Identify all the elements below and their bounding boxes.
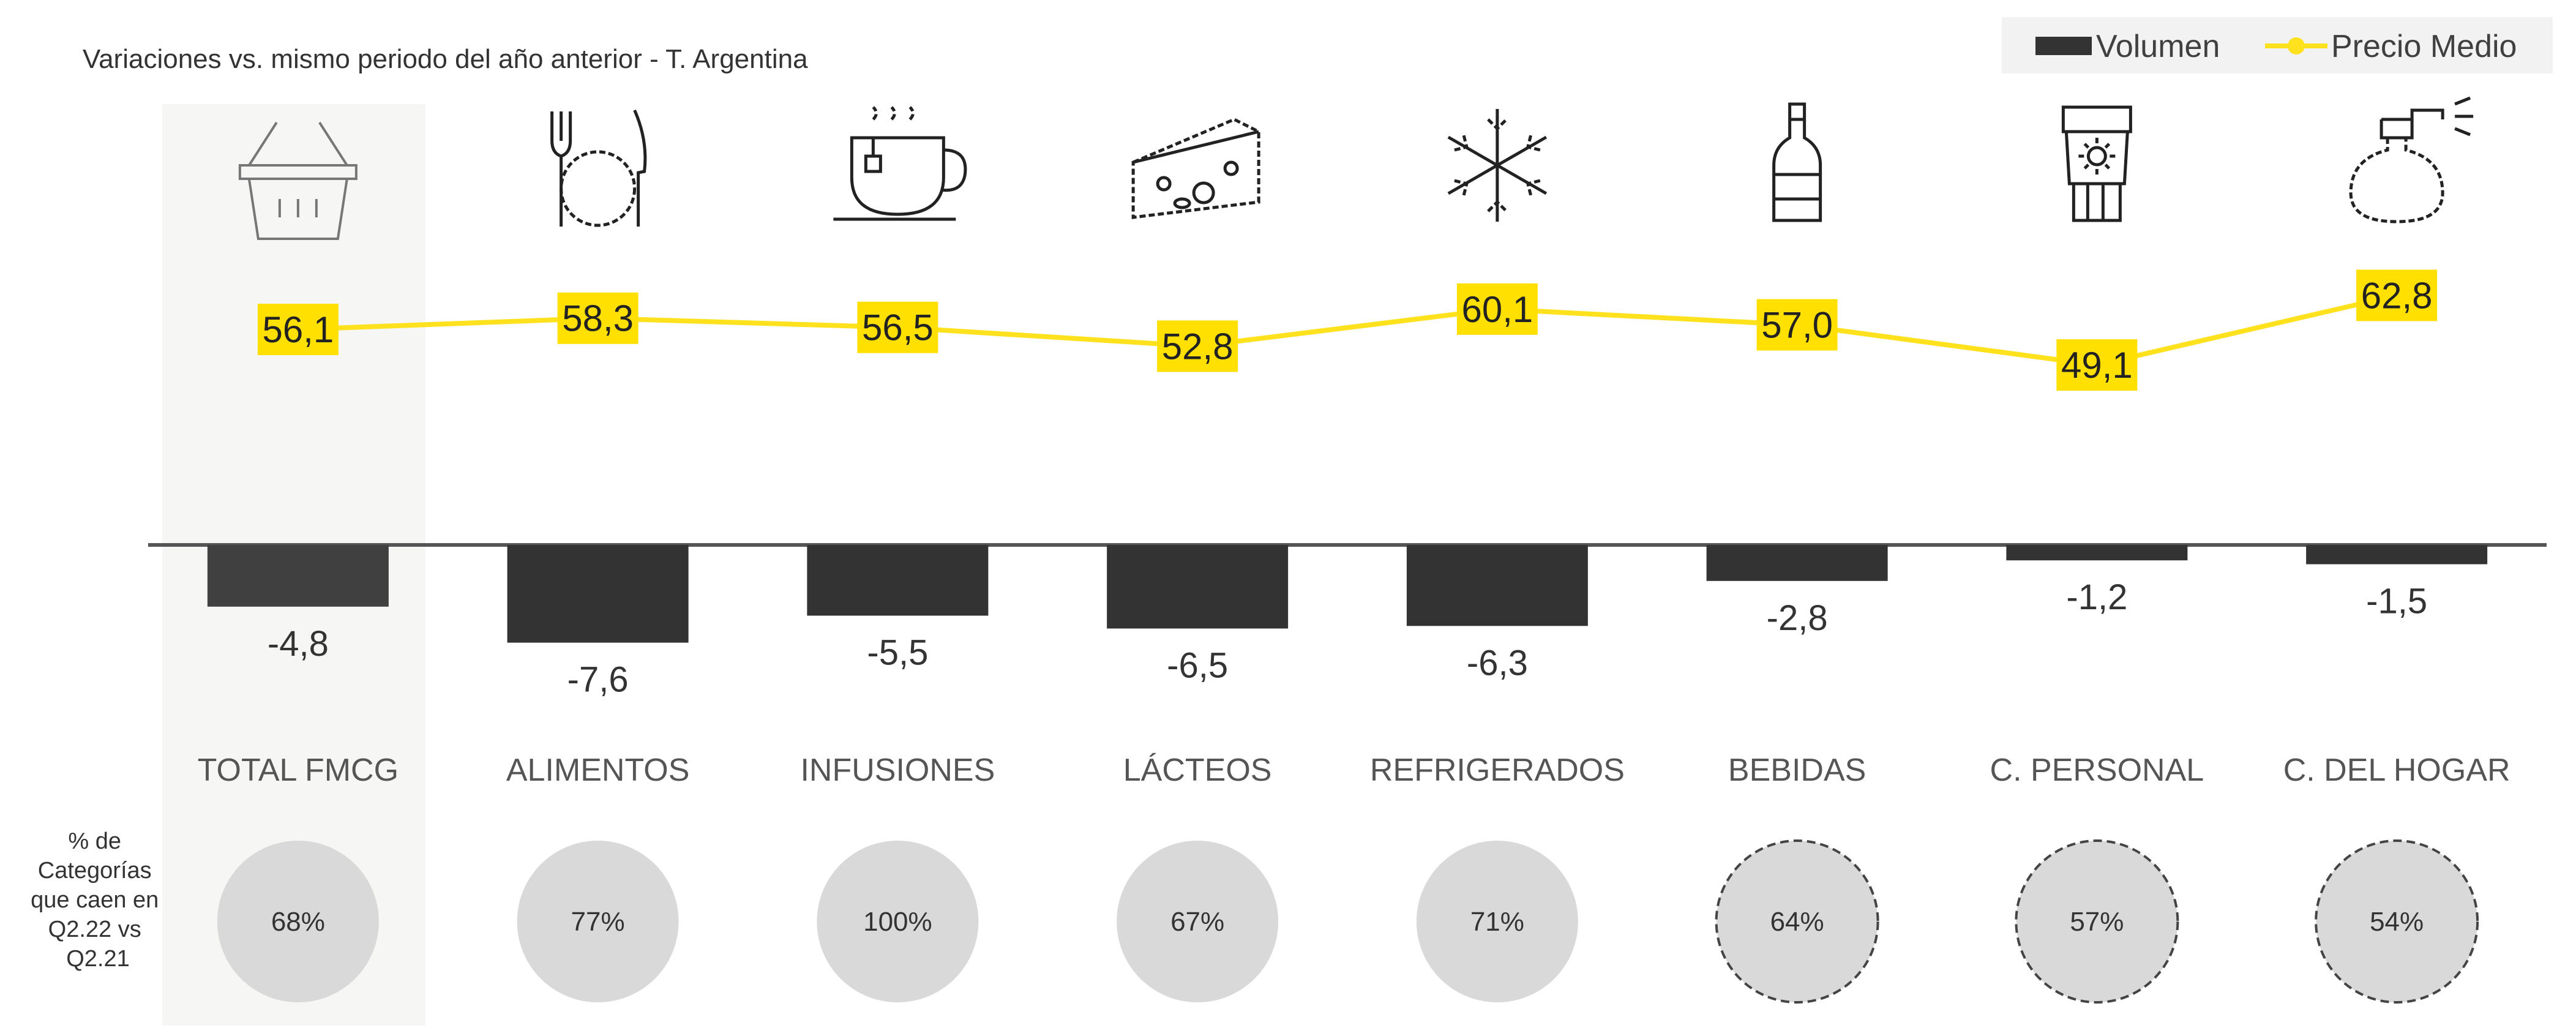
category-label: C. DEL HOGAR [2283, 753, 2510, 788]
precio-data-label: 57,0 [1761, 305, 1833, 346]
category-labels: TOTAL FMCG ALIMENTOS INFUSIONES LÁCTEOS REFR… [198, 753, 2510, 788]
chart-title: Variaciones vs. mismo periodo del año an… [83, 44, 808, 74]
legend-volumen-swatch [2035, 37, 2092, 55]
precio-label-box [2056, 339, 2138, 391]
precio-data-label: 52,8 [1162, 326, 1234, 367]
volumen-bar [2006, 545, 2188, 561]
volumen-data-label: -2,8 [1767, 598, 1828, 638]
precio-label-box [857, 301, 938, 353]
volumen-data-label: -1,2 [2066, 577, 2127, 617]
volumen-data-label: -6,3 [1467, 643, 1528, 683]
falling-pct-value: 68% [271, 907, 325, 937]
legend-volumen-label: Volumen [2096, 29, 2220, 64]
precio-line: 56,1 58,3 56,5 52,8 60,1 57,0 49,1 62,8 [257, 269, 2438, 391]
falling-pct-circle [1416, 841, 1578, 1002]
legend: Volumen Precio Medio [2002, 17, 2553, 73]
volumen-bar [1406, 545, 1588, 626]
legend-precio-label: Precio Medio [2331, 29, 2517, 64]
falling-pct-value: 100% [863, 907, 932, 937]
falling-categories-circles: 68% 77% 100% 67% 71% 64% 57% 54% [217, 839, 2479, 1004]
falling-pct-circle [2315, 839, 2479, 1004]
basket-icon [238, 121, 358, 240]
bottle-icon [1772, 102, 1822, 222]
snowflake-icon [1447, 109, 1548, 222]
falling-pct-value: 54% [2370, 907, 2424, 937]
falling-pct-value: 67% [1170, 907, 1224, 937]
category-icons [238, 96, 2474, 240]
cutlery-icon [550, 109, 647, 227]
category-label: TOTAL FMCG [198, 753, 399, 788]
precio-data-label: 58,3 [562, 298, 634, 339]
volumen-data-label: -7,6 [567, 660, 629, 700]
precio-data-label: 56,1 [262, 309, 334, 350]
precio-data-label: 56,5 [862, 307, 934, 348]
precio-data-label: 49,1 [2061, 345, 2133, 386]
volumen-data-label: -1,5 [2366, 582, 2427, 621]
falling-pct-circle [1117, 841, 1279, 1002]
volumen-bar [807, 545, 989, 616]
precio-medio-line [298, 293, 2398, 368]
falling-pct-circle [217, 841, 379, 1002]
legend-precio-marker [2288, 37, 2305, 54]
volumen-bar [207, 545, 389, 607]
precio-label-box [1756, 299, 1838, 351]
volumen-bar [1706, 545, 1888, 581]
precio-data-label: 62,8 [2361, 275, 2433, 316]
falling-pct-value: 71% [1470, 907, 1524, 937]
precio-label-box [2356, 269, 2438, 321]
spray-bottle-icon [2349, 96, 2474, 223]
falling-pct-circle [2015, 839, 2179, 1004]
precio-label-box [257, 304, 339, 355]
falling-pct-circle [1715, 839, 1879, 1004]
volumen-bar [507, 545, 689, 643]
category-label: ALIMENTOS [506, 753, 690, 788]
precio-data-label: 60,1 [1461, 289, 1533, 330]
precio-label-box [557, 292, 638, 344]
category-label: LÁCTEOS [1123, 753, 1272, 788]
volumen-data-label: -4,8 [268, 624, 329, 664]
volumen-data-label: -5,5 [867, 633, 928, 673]
category-label: BEBIDAS [1728, 753, 1866, 788]
side-label: % de Categorías que caen en Q2.22 vs Q2.… [31, 828, 165, 972]
falling-pct-circle [517, 841, 679, 1002]
category-label: REFRIGERADOS [1370, 753, 1625, 788]
falling-pct-value: 57% [2070, 907, 2124, 937]
precio-label-box [1456, 283, 1538, 335]
category-label: INFUSIONES [800, 753, 995, 788]
volumen-bar [1107, 545, 1289, 629]
volumen-bars: -4,8 -7,6 -5,5 -6,5 -6,3 -2,8 -1,2 -1,5 [207, 545, 2488, 700]
teacup-icon [833, 106, 967, 221]
volumen-data-label: -6,5 [1167, 646, 1228, 686]
cream-jar-icon [2061, 105, 2132, 222]
category-label: C. PERSONAL [1990, 753, 2204, 788]
precio-label-box [1157, 320, 1238, 372]
volumen-bar [2306, 545, 2488, 565]
falling-pct-value: 64% [1770, 907, 1824, 937]
falling-pct-value: 77% [571, 907, 625, 937]
falling-pct-circle [817, 841, 979, 1002]
cheese-icon [1131, 118, 1260, 219]
